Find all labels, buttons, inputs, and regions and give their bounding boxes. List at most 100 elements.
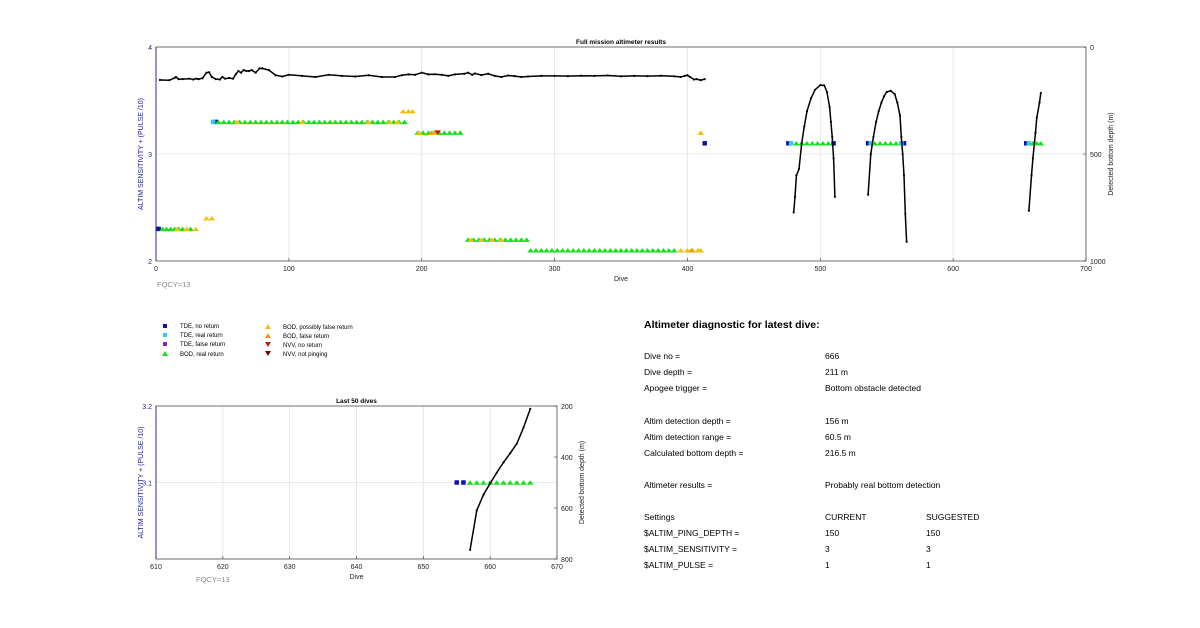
pulse-label: $ALTIM_PULSE = (644, 560, 714, 570)
marker-triangle-up (633, 248, 641, 253)
depth-point (828, 105, 831, 109)
depth-point (803, 125, 806, 128)
marker-triangle-up (564, 248, 572, 253)
depth-point (242, 69, 245, 72)
depth-point (447, 74, 450, 77)
depth-point (867, 193, 870, 196)
depth-point (247, 69, 251, 73)
sensitivity-label: $ALTIM_SENSITIVITY = (644, 544, 737, 554)
depth-point (646, 75, 649, 78)
legend-label: TDE, false return (180, 342, 226, 348)
depth-point (1030, 174, 1033, 177)
depth-point (901, 152, 904, 156)
depth-point (158, 78, 162, 82)
calculated-bottom-depth-label: Calculated bottom depth = (644, 448, 744, 458)
marker-triangle-up (220, 119, 228, 125)
depth-point (515, 442, 519, 445)
x-axis-label: Dive (349, 574, 363, 581)
marker-triangle-up (814, 141, 822, 146)
marker-triangle-up (337, 119, 345, 125)
depth-point (679, 75, 682, 79)
marker-triangle-up (208, 215, 216, 221)
marker-triangle-up (289, 119, 297, 125)
depth-point (526, 75, 530, 78)
marker-triangle-up (892, 141, 900, 146)
pulse-current: 1 (825, 560, 830, 570)
legend-item-tde-real-return: TDE, real return (160, 333, 223, 339)
fqcy-label: FQCY=13 (196, 575, 230, 584)
marker-triangle-up (580, 248, 588, 253)
depth-point (509, 452, 512, 455)
legend-item-bod-real-return: BOD, real return (160, 351, 224, 358)
depth-point (210, 75, 213, 79)
y-tick-label: 4 (148, 45, 152, 52)
x-tick-label: 630 (284, 564, 296, 571)
marker-triangle-up (386, 119, 394, 125)
legend-label: NVV, no return (283, 342, 323, 349)
marker-square (210, 119, 216, 125)
x-tick-label: 100 (283, 266, 295, 273)
marker-triangle-up (498, 237, 505, 242)
marker-triangle-up (537, 248, 545, 253)
marker-triangle-up (543, 248, 550, 253)
depth-point (400, 74, 403, 77)
depth-point (467, 71, 470, 74)
marker-triangle-up (233, 119, 241, 125)
x-tick-label: 200 (416, 266, 428, 273)
depth-point (218, 78, 221, 81)
x-tick-label: 400 (682, 266, 694, 273)
marker-square (454, 480, 459, 485)
dive-depth-row: Dive depth = 211 m (644, 367, 1164, 379)
x-tick-label: 700 (1080, 266, 1092, 273)
marker-triangle-up (585, 248, 593, 253)
depth-point (274, 74, 277, 77)
marker-triangle-up (480, 480, 487, 485)
marker-triangle-up (379, 119, 387, 125)
triangle-up-icon (265, 333, 271, 338)
settings-label: Settings (644, 512, 675, 522)
marker-legend: TDE, no return TDE, real return TDE, fal… (160, 324, 420, 364)
square-marker-icon (163, 324, 167, 328)
depth-point (502, 461, 505, 464)
marker-triangle-up (225, 119, 233, 125)
marker-triangle-up (310, 119, 318, 125)
diagnostic-title: Altimeter diagnostic for latest dive: (644, 319, 820, 331)
depth-point (221, 75, 224, 79)
marker-triangle-up (467, 237, 475, 242)
legend-label: TDE, real return (180, 333, 223, 339)
marker-triangle-up (824, 141, 832, 146)
x-axis-label: Dive (614, 276, 628, 283)
marker-triangle-down (434, 130, 442, 135)
marker-triangle-up (401, 119, 408, 125)
dive-no-row: Dive no = 666 (644, 351, 1164, 363)
marker-triangle-up (887, 141, 895, 146)
depth-point (825, 90, 829, 94)
square-marker-icon (163, 333, 167, 337)
depth-point (900, 135, 903, 138)
depth-point (1039, 91, 1042, 95)
marker-triangle-up (192, 226, 200, 232)
depth-point (327, 73, 330, 76)
y-tick-label: 3.2 (142, 404, 152, 411)
y2-axis-label: Detected bottom depth (m) (579, 441, 586, 524)
marker-triangle-up (803, 141, 811, 146)
depth-point (254, 71, 257, 74)
depth-point (261, 67, 264, 70)
y2-tick-label: 800 (561, 557, 573, 564)
fqcy-label: FQCY=13 (157, 280, 191, 289)
depth-point (489, 482, 492, 485)
x-tick-label: 600 (947, 266, 959, 273)
marker-triangle-up (347, 119, 355, 125)
marker-triangle-up (365, 119, 372, 125)
depth-point (896, 101, 899, 104)
depth-point (475, 509, 478, 512)
pulse-row: $ALTIM_PULSE = 1 1 (644, 560, 1164, 572)
depth-point (1038, 101, 1041, 104)
depth-point (1035, 116, 1038, 119)
marker-triangle-up (569, 248, 577, 253)
marker-triangle-up (252, 119, 260, 125)
depth-point (1034, 131, 1037, 134)
legend-label: BOD, real return (180, 351, 224, 358)
ping-depth-current: 150 (825, 528, 840, 538)
legend-item-tde-false-return: TDE, false return (160, 342, 225, 348)
